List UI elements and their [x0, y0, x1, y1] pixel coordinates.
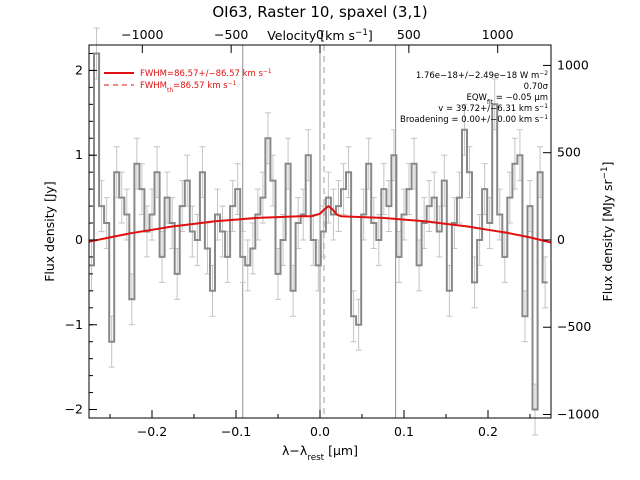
fit-statistic: 0.70σ — [524, 82, 549, 92]
vertical-reference-lines — [242, 45, 397, 418]
tick-labels: −0.2 −0.1 0.0 0.1 0.2 −2 −1 0 1 2 −1000 −500 0 500 100… — [65, 27, 600, 439]
x-axis-label: λ−λrest​ [μm] — [282, 443, 358, 463]
fit-curve — [88, 204, 552, 244]
x-tick-label: 0.2 — [478, 424, 498, 439]
x-tick-label: −0.2 — [137, 424, 167, 439]
fit-statistic: 1.76e−18+/−2.49e−18 W m−2​ — [416, 70, 548, 82]
y-tick-label: 0 — [75, 232, 83, 247]
y-axis-label: Flux density [Jy] — [42, 181, 57, 282]
legend: FWHM=86.57+/−86.57 km s−1​FWHMth​=86.57 … — [104, 68, 272, 94]
y-tick-label: −2 — [65, 402, 83, 417]
legend-label: FWHM=86.57+/−86.57 km s−1​ — [140, 68, 272, 80]
velocity-tick-label: 1000 — [482, 27, 514, 42]
fit-statistic: EQWfit​ = −0.05 μm — [466, 93, 548, 106]
right-tick-label: 1000 — [557, 57, 589, 72]
top-axis-label: Velocity [km s−1​] — [267, 28, 373, 43]
legend-label: FWHMth​=86.57 km s−1​ — [140, 80, 237, 94]
spectrum-line — [89, 52, 548, 411]
right-tick-label: −1000 — [557, 407, 599, 422]
right-tick-label: 0 — [557, 232, 565, 247]
y-tick-label: 2 — [75, 62, 83, 77]
right-tick-label: 500 — [557, 145, 581, 160]
axis-ticks — [89, 45, 551, 418]
series-layer — [88, 52, 552, 411]
velocity-tick-label: 500 — [397, 27, 421, 42]
y-tick-label: −1 — [65, 317, 83, 332]
velocity-tick-label: 0 — [316, 27, 324, 42]
fit-statistic: v = 39.72+/−6.31 km s−1​ — [438, 103, 548, 115]
chart-title: OI63, Raster 10, spaxel (3,1) — [212, 3, 427, 21]
fit-statistic: Broadening = 0.00+/−0.00 km s−1​ — [400, 114, 548, 126]
y-tick-label: 1 — [75, 147, 83, 162]
velocity-tick-label: −500 — [214, 27, 248, 42]
x-tick-label: 0.1 — [394, 424, 414, 439]
right-tick-label: −500 — [557, 319, 591, 334]
x-tick-label: 0.0 — [310, 424, 330, 439]
x-tick-label: −0.1 — [221, 424, 251, 439]
right-axis-label: Flux density [MJy sr−1​] — [600, 162, 615, 302]
velocity-tick-label: −1000 — [121, 27, 163, 42]
